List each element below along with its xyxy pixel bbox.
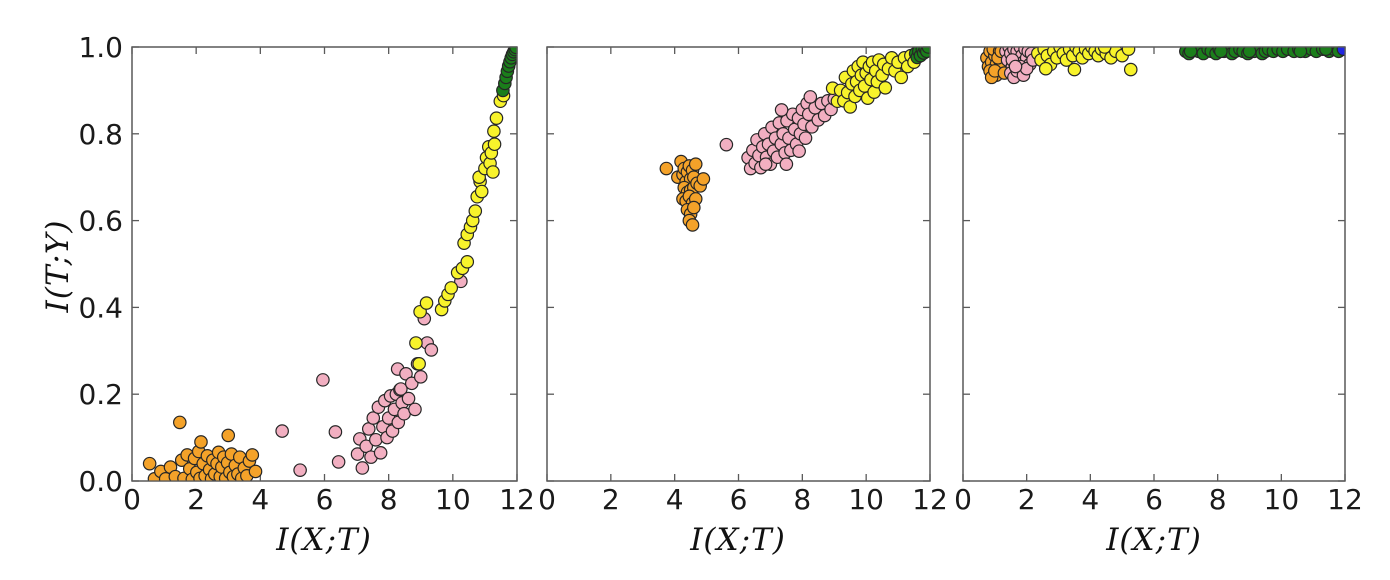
- svg-text:8: 8: [793, 483, 811, 516]
- series-green: [496, 46, 518, 98]
- series-pink: [999, 46, 1040, 85]
- panel-right: 0 2 4 6 8 10 12: [954, 46, 1363, 516]
- series-green: [908, 46, 931, 65]
- svg-text:1.0: 1.0: [78, 31, 123, 64]
- svg-text:0: 0: [123, 483, 141, 516]
- svg-text:0.2: 0.2: [78, 378, 123, 411]
- svg-text:6: 6: [730, 483, 748, 516]
- series-yellow: [825, 46, 925, 114]
- svg-text:4: 4: [666, 483, 684, 516]
- svg-text:0.0: 0.0: [78, 465, 123, 498]
- svg-text:10: 10: [435, 483, 471, 516]
- svg-text:12: 12: [499, 483, 535, 516]
- series-pink: [719, 90, 842, 176]
- series-blue: [1336, 46, 1346, 56]
- svg-text:0: 0: [954, 483, 972, 516]
- panel-left: 0 2 4 6 8 10 12 0.0 0.2 0.4 0.6 0.8 1.0: [78, 31, 534, 516]
- svg-text:12: 12: [912, 483, 948, 516]
- series-green: [1179, 46, 1346, 61]
- panel-middle: 0 2 4 6 8 10 12: [538, 46, 948, 516]
- series-orange: [659, 154, 711, 232]
- svg-text:4: 4: [251, 483, 269, 516]
- svg-text:4: 4: [1081, 483, 1099, 516]
- series-orange: [142, 415, 263, 482]
- svg-text:2: 2: [187, 483, 205, 516]
- svg-text:0.8: 0.8: [78, 118, 123, 151]
- svg-text:2: 2: [602, 483, 620, 516]
- svg-text:0: 0: [538, 483, 556, 516]
- svg-text:0.6: 0.6: [78, 205, 123, 238]
- series-pink: [275, 274, 468, 477]
- svg-text:6: 6: [1145, 483, 1163, 516]
- svg-text:8: 8: [1209, 483, 1227, 516]
- svg-text:10: 10: [1264, 483, 1300, 516]
- svg-text:6: 6: [316, 483, 334, 516]
- svg-text:2: 2: [1018, 483, 1036, 516]
- svg-text:8: 8: [380, 483, 398, 516]
- svg-text:0.4: 0.4: [78, 291, 123, 324]
- svg-text:10: 10: [848, 483, 884, 516]
- svg-text:12: 12: [1327, 483, 1363, 516]
